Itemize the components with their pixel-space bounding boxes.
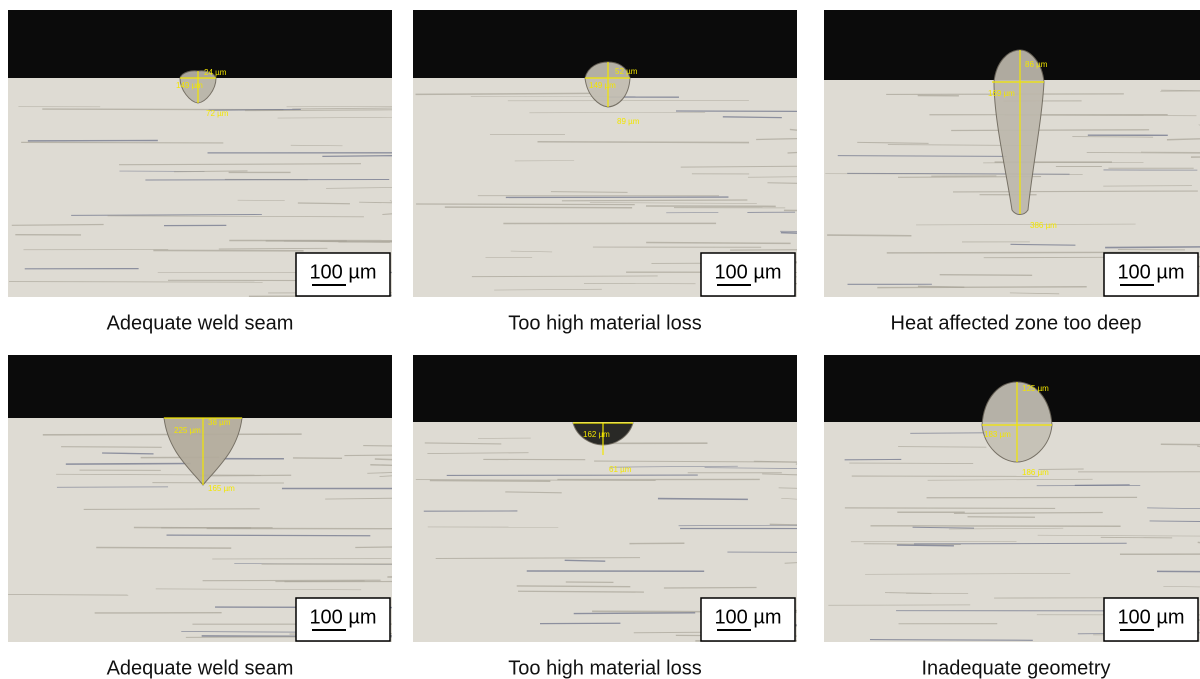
grain-line	[1167, 139, 1200, 140]
grain-line	[664, 587, 757, 588]
grain-line	[785, 563, 797, 564]
grain-line	[1105, 247, 1200, 248]
micrograph-panel: 125 µm 183 µm 186 µm 100 µm	[824, 355, 1200, 642]
grain-line	[355, 547, 392, 548]
grain-line	[827, 235, 911, 236]
measure-label: 149 µm	[176, 81, 203, 90]
grain-line	[849, 463, 973, 464]
micrograph-panel: 86 µm 169 µm 386 µm 100 µm	[824, 10, 1200, 297]
measure-label: 186 µm	[1022, 468, 1049, 477]
panel-caption: Too high material loss	[508, 312, 701, 334]
panel-caption: Too high material loss	[508, 657, 701, 679]
grain-line	[66, 464, 191, 465]
measure-label: 183 µm	[984, 430, 1011, 439]
grain-line	[646, 242, 790, 243]
measure-label: 61 µm	[609, 465, 632, 474]
scale-bar-label: 100 µm	[309, 261, 376, 283]
grain-line	[84, 509, 260, 510]
grain-line	[779, 488, 797, 489]
grain-line	[574, 613, 695, 614]
figure: 24 µm149 µm72 µm100 µmAdequate weld seam…	[0, 0, 1200, 679]
embedding-resin	[8, 10, 392, 78]
grain-line	[167, 535, 371, 536]
panel-caption: Adequate weld seam	[107, 312, 294, 334]
measure-label: 165 µm	[208, 484, 235, 493]
grain-line	[1075, 485, 1130, 486]
measure-label: 89 µm	[617, 117, 640, 126]
grain-line	[781, 233, 797, 234]
measure-label: 169 µm	[988, 89, 1015, 98]
grain-line	[887, 252, 1140, 253]
grain-line	[416, 93, 591, 94]
measure-label: 24 µm	[204, 68, 227, 77]
grain-line	[382, 214, 392, 215]
measure-label: 52 µm	[615, 67, 638, 76]
grain-line	[375, 459, 392, 460]
grain-line	[968, 517, 1035, 518]
measure-label: 149 µm	[589, 81, 616, 90]
grain-line	[790, 129, 797, 130]
grain-line	[145, 179, 389, 180]
grain-line	[767, 183, 797, 184]
grain-line	[430, 480, 551, 481]
grain-line	[416, 204, 635, 205]
grain-line	[756, 139, 797, 140]
grain-line	[380, 476, 392, 477]
scale-bar-label: 100 µm	[1117, 606, 1184, 628]
grain-line	[9, 282, 263, 283]
micrograph-grid: 24 µm149 µm72 µm100 µmAdequate weld seam…	[0, 0, 1200, 679]
grain-line	[940, 275, 1032, 276]
embedding-resin	[413, 355, 797, 422]
measure-label: 125 µm	[1022, 384, 1049, 393]
grain-line	[538, 142, 750, 143]
micrograph-panel: 38 µm 225 µm 165 µm 100 µm	[8, 355, 392, 642]
measure-label: 225 µm	[174, 426, 201, 435]
scale-bar-label: 100 µm	[1117, 261, 1184, 283]
grain-line	[370, 465, 392, 466]
grain-line	[897, 545, 954, 546]
grain-line	[870, 640, 1033, 641]
grain-line	[845, 508, 1055, 509]
grain-line	[96, 547, 231, 548]
micrograph-panel: 162 µm 61 µm 100 µm	[413, 355, 797, 642]
grain-line	[788, 153, 797, 154]
grain-line	[1103, 186, 1192, 187]
grain-line	[344, 455, 392, 456]
measure-label: 38 µm	[208, 418, 231, 427]
grain-line	[658, 499, 748, 500]
measure-label: 86 µm	[1025, 60, 1048, 69]
grain-line	[518, 591, 644, 592]
grain-line	[359, 202, 392, 203]
grain-line	[1150, 521, 1200, 522]
panel-caption: Heat affected zone too deep	[891, 312, 1142, 334]
measure-label: 386 µm	[1030, 221, 1057, 230]
grain-line	[565, 560, 606, 561]
grain-line	[954, 513, 1103, 514]
scale-bar-label: 100 µm	[714, 606, 781, 628]
grain-line	[877, 287, 1086, 288]
micrograph-panel: 24 µm149 µm 72 µm 100 µm	[8, 10, 392, 297]
grain-line	[21, 142, 223, 143]
grain-line	[322, 156, 392, 157]
panel-caption: Inadequate geometry	[921, 657, 1110, 679]
grain-line	[445, 207, 632, 208]
grain-line	[102, 453, 153, 454]
embedding-resin	[8, 355, 392, 418]
measure-label: 72 µm	[206, 109, 229, 118]
scale-bar-label: 100 µm	[309, 606, 376, 628]
panel-caption: Adequate weld seam	[107, 657, 294, 679]
grain-line	[723, 117, 782, 118]
grain-line	[951, 130, 1149, 131]
grain-line	[12, 224, 104, 225]
grain-line	[562, 200, 747, 201]
micrograph-panel: 52 µm 149 µm 89 µm 100 µm	[413, 10, 797, 297]
grain-line	[918, 286, 964, 287]
grain-line	[517, 586, 631, 587]
grain-line	[61, 447, 162, 448]
scale-bar-label: 100 µm	[714, 261, 781, 283]
measure-label: 162 µm	[583, 430, 610, 439]
grain-line	[298, 203, 350, 204]
grain-line	[914, 543, 1127, 544]
grain-line	[796, 464, 797, 465]
